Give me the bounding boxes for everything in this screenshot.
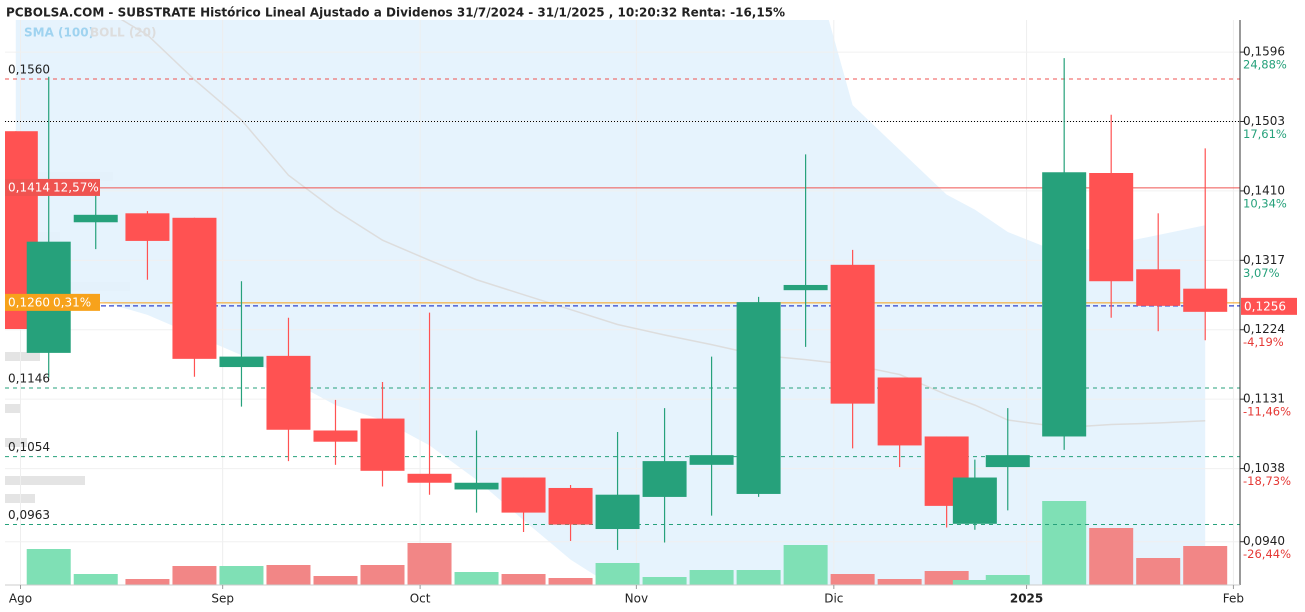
candle-body	[783, 284, 828, 291]
level-label: 0,1054	[8, 440, 50, 454]
y-tick-change: -26,44%	[1243, 547, 1291, 561]
volume-bar	[26, 549, 71, 585]
candle-body	[548, 487, 593, 525]
volume-bar	[1136, 558, 1181, 585]
volume-bar	[73, 574, 118, 585]
candle-body	[360, 418, 405, 471]
level-label-box	[5, 293, 100, 311]
x-tick-label: Feb	[1223, 592, 1244, 606]
volume-bar	[985, 575, 1030, 585]
candle-body	[125, 213, 170, 241]
plot-layer	[5, 20, 1240, 585]
volume-bar	[595, 563, 640, 585]
x-tick-label: Nov	[625, 592, 648, 606]
volume-bar	[548, 578, 593, 585]
x-tick-label: Dic	[824, 592, 843, 606]
volume-bar	[501, 574, 546, 585]
y-tick-change: -11,46%	[1243, 405, 1291, 419]
sma-line	[120, 20, 1206, 429]
candle-body	[407, 473, 452, 483]
candle-body	[985, 455, 1030, 468]
candle-body	[454, 482, 499, 490]
y-tick-label: 0,0940	[1243, 534, 1285, 548]
y-tick-change: -4,19%	[1243, 335, 1284, 349]
candle-body	[1183, 288, 1228, 312]
volume-bar	[360, 565, 405, 585]
last-price-box	[1241, 297, 1297, 315]
level-label: 0,0963	[8, 508, 50, 522]
candle-body	[877, 377, 922, 446]
level-label: 0,1560	[8, 62, 50, 76]
volume-bar	[736, 570, 781, 585]
y-tick-label: 0,1131	[1243, 392, 1285, 406]
x-tick-label: Ago	[9, 592, 32, 606]
y-tick-label: 0,1317	[1243, 253, 1285, 267]
volume-bar	[454, 572, 499, 585]
volume-bar	[1089, 528, 1134, 585]
candle-body	[1089, 173, 1134, 282]
candle-body	[313, 430, 358, 442]
candle-body	[172, 217, 217, 359]
volume-bar	[266, 565, 311, 585]
volume-bar	[642, 577, 687, 585]
profile-bar	[5, 494, 35, 503]
volume-bar	[689, 570, 734, 585]
volume-bar	[1042, 501, 1087, 585]
candle-body	[501, 477, 546, 513]
profile-bar	[5, 404, 21, 413]
candle-body	[830, 264, 875, 404]
profile-bar	[5, 438, 27, 447]
volume-bar	[313, 576, 358, 585]
candle-body	[736, 302, 781, 494]
y-tick-change: 24,88%	[1243, 58, 1287, 72]
volume-bar	[877, 579, 922, 585]
level-label: 0,1260	[8, 295, 50, 309]
candle-body	[1042, 172, 1087, 437]
candle-body	[266, 355, 311, 430]
candle-body	[219, 356, 264, 368]
volume-bar	[219, 566, 264, 585]
level-change: 12,57%	[53, 180, 99, 194]
volume-bar	[952, 580, 997, 585]
candle-body	[952, 477, 997, 524]
profile-bar	[5, 352, 40, 361]
volume-bar	[830, 574, 875, 585]
level-change: 0,31%	[53, 295, 91, 309]
candle-body	[642, 461, 687, 497]
x-tick-label: Oct	[410, 592, 431, 606]
level-label: 0,1414	[8, 180, 50, 194]
y-tick-change: 17,61%	[1243, 127, 1287, 141]
level-label: 0,1146	[8, 371, 50, 385]
volume-bar	[407, 543, 452, 585]
volume-bar	[125, 579, 170, 585]
y-tick-label: 0,1410	[1243, 183, 1285, 197]
y-tick-change: -18,73%	[1243, 474, 1291, 488]
y-tick-label: 0,1224	[1243, 322, 1285, 336]
candle-body	[73, 214, 118, 223]
chart-title: PCBOLSA.COM - SUBSTRATE Histórico Lineal…	[6, 6, 785, 20]
volume-bar	[783, 545, 828, 585]
y-tick-change: 3,07%	[1243, 266, 1280, 280]
volume-bar	[1183, 546, 1228, 585]
y-tick-label: 0,1038	[1243, 461, 1285, 475]
y-tick-label: 0,1596	[1243, 45, 1285, 59]
volume-bar	[172, 566, 217, 585]
x-tick-label: Sep	[211, 592, 234, 606]
y-tick-label: 0,1503	[1243, 114, 1285, 128]
plot-clip	[5, 20, 1240, 585]
last-price-label: 0,1256	[1244, 299, 1286, 313]
level-label-box	[5, 178, 100, 196]
candle-body	[595, 494, 640, 530]
candle-body	[689, 455, 734, 465]
profile-bar	[5, 476, 85, 485]
y-tick-change: 10,34%	[1243, 196, 1287, 210]
legend-boll: BOLL (20)	[90, 26, 157, 40]
legend-sma: SMA (100)	[24, 26, 94, 40]
x-tick-label: 2025	[1010, 592, 1043, 606]
candle-body	[1136, 269, 1181, 306]
